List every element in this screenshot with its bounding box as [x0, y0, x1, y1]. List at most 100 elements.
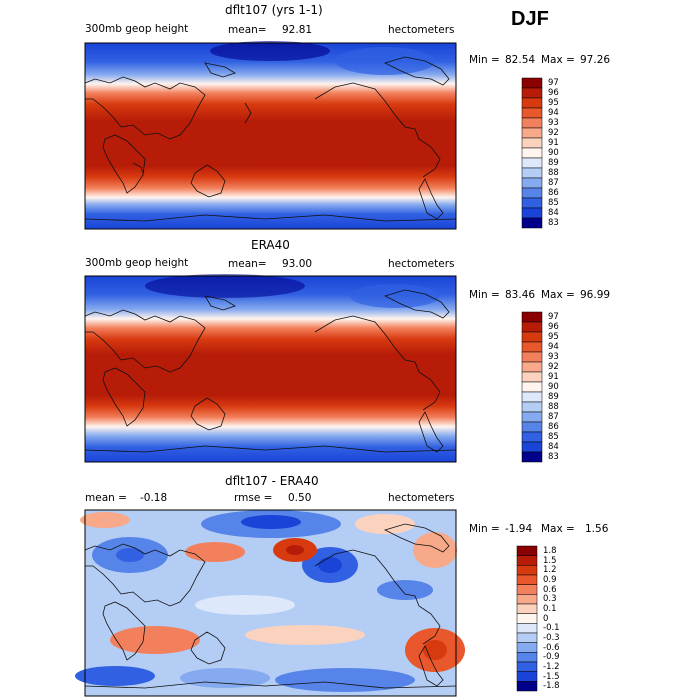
colorbar-tick-label: 90 — [548, 148, 559, 158]
colorbar-tick-label: 85 — [548, 198, 559, 208]
colorbar-swatch — [516, 603, 538, 614]
colorbar-swatch — [516, 623, 538, 634]
colorbar-tick-label: 0.9 — [543, 574, 557, 585]
colorbar-tick-label: 96 — [548, 322, 559, 332]
colorbar-tick-label: 89 — [548, 392, 559, 402]
colorbar-swatch — [521, 371, 543, 383]
panel-3-mean-label: mean = — [85, 492, 127, 504]
colorbar-swatch — [521, 381, 543, 393]
colorbar-tick-label: 91 — [548, 372, 559, 382]
panel-1-colorbar-labels: 97 96 95 94 93 92 91 90 89 88 87 86 85 84 83 — [548, 78, 578, 228]
panel-3-max-label: Max = — [541, 523, 575, 535]
colorbar-swatch — [521, 167, 543, 179]
colorbar-tick-label: 88 — [548, 402, 559, 412]
colorbar-swatch — [521, 321, 543, 333]
panel-2-min-value: 83.46 — [505, 289, 536, 301]
colorbar-swatch — [521, 421, 543, 433]
colorbar-swatch — [516, 594, 538, 605]
colorbar-tick-label: 0 — [543, 613, 549, 624]
colorbar-swatch — [521, 411, 543, 423]
panel-2-low-north — [145, 274, 305, 298]
colorbar-tick-label: -1.2 — [543, 661, 560, 672]
panel-3-rmse-value: 0.50 — [288, 492, 312, 504]
panel-1-mean-value: 92.81 — [282, 24, 313, 36]
panel-1-trough-east — [335, 47, 435, 75]
panel-2-max-value: 96.99 — [580, 289, 611, 301]
colorbar-swatch — [516, 565, 538, 576]
panel-3-max-value: 1.56 — [585, 523, 609, 535]
panel-3-title: dflt107 - ERA40 — [225, 474, 319, 488]
season-label: DJF — [511, 8, 549, 30]
colorbar-swatch — [516, 652, 538, 663]
panel-1-low-north — [210, 41, 330, 61]
colorbar-tick-label: 83 — [548, 452, 559, 462]
colorbar-tick-label: 87 — [548, 178, 559, 188]
colorbar-swatch — [516, 545, 538, 556]
colorbar-swatch — [521, 77, 543, 89]
colorbar-tick-label: 90 — [548, 382, 559, 392]
colorbar-tick-label: 83 — [548, 218, 559, 228]
colorbar-swatch — [516, 613, 538, 624]
panel-1-map — [84, 41, 457, 230]
colorbar-swatch — [521, 147, 543, 159]
panel-2-mean-label: mean= — [228, 258, 267, 270]
colorbar-swatch — [521, 431, 543, 443]
panel-1-max-value: 97.26 — [580, 54, 611, 66]
panel-3-min-label: Min = — [469, 523, 500, 535]
colorbar-swatch — [521, 97, 543, 109]
colorbar-swatch — [521, 361, 543, 373]
panel-1-colorbar — [521, 77, 543, 229]
panel-3-units: hectometers — [388, 492, 455, 504]
colorbar-swatch — [521, 197, 543, 209]
colorbar-swatch — [521, 187, 543, 199]
panel-2-variable-label: 300mb geop height — [85, 257, 189, 269]
colorbar-swatch — [521, 401, 543, 413]
panel-3-rmse-label: rmse = — [234, 492, 273, 504]
panel-1-title: dflt107 (yrs 1-1) — [225, 3, 323, 17]
panel-1-variable-label: 300mb geop height — [85, 23, 189, 35]
colorbar-tick-label: 84 — [548, 442, 559, 452]
colorbar-tick-label: -0.9 — [543, 652, 560, 663]
colorbar-swatch — [521, 107, 543, 119]
colorbar-tick-label: 97 — [548, 78, 559, 88]
colorbar-tick-label: 92 — [548, 128, 559, 138]
colorbar-tick-label: -1.8 — [543, 681, 560, 692]
panel-3-colorbar-labels: 1.8 1.5 1.2 0.9 0.6 0.3 0.1 0 -0.1 -0.3 -0.6 -0.9 -1… — [543, 546, 577, 691]
panel-3-mean-value: -0.18 — [140, 492, 168, 504]
colorbar-tick-label: 93 — [548, 118, 559, 128]
colorbar-tick-label: 97 — [548, 312, 559, 322]
panel-3-anomaly-blobs — [75, 510, 465, 692]
panel-3-map — [75, 509, 465, 697]
panel-2-units: hectometers — [388, 258, 455, 270]
colorbar-swatch — [516, 632, 538, 643]
colorbar-swatch — [521, 341, 543, 353]
colorbar-tick-label: 96 — [548, 88, 559, 98]
panel-2-mean-value: 93.00 — [282, 258, 313, 270]
colorbar-swatch — [521, 217, 543, 229]
colorbar-tick-label: 94 — [548, 342, 559, 352]
colorbar-swatch — [521, 351, 543, 363]
colorbar-swatch — [521, 451, 543, 463]
colorbar-swatch — [521, 391, 543, 403]
panel-2-colorbar — [521, 311, 543, 463]
colorbar-swatch — [521, 157, 543, 169]
colorbar-swatch — [521, 87, 543, 99]
panel-2-map — [84, 274, 457, 463]
colorbar-swatch — [516, 574, 538, 585]
panel-2-max-label: Max = — [541, 289, 575, 301]
colorbar-swatch — [521, 177, 543, 189]
panel-2-trough-east — [350, 284, 440, 308]
colorbar-swatch — [521, 441, 543, 453]
colorbar-swatch — [521, 127, 543, 139]
colorbar-tick-label: 0.1 — [543, 603, 557, 614]
panel-3-colorbar — [516, 545, 538, 692]
colorbar-swatch — [516, 671, 538, 682]
colorbar-tick-label: 0.6 — [543, 584, 557, 595]
colorbar-swatch — [521, 207, 543, 219]
panel-1-mean-label: mean= — [228, 24, 267, 36]
colorbar-tick-label: -0.1 — [543, 623, 560, 634]
colorbar-tick-label: 85 — [548, 432, 559, 442]
colorbar-tick-label: 1.8 — [543, 545, 557, 556]
panel-1-min-label: Min = — [469, 54, 500, 66]
colorbar-tick-label: 1.5 — [543, 555, 557, 566]
